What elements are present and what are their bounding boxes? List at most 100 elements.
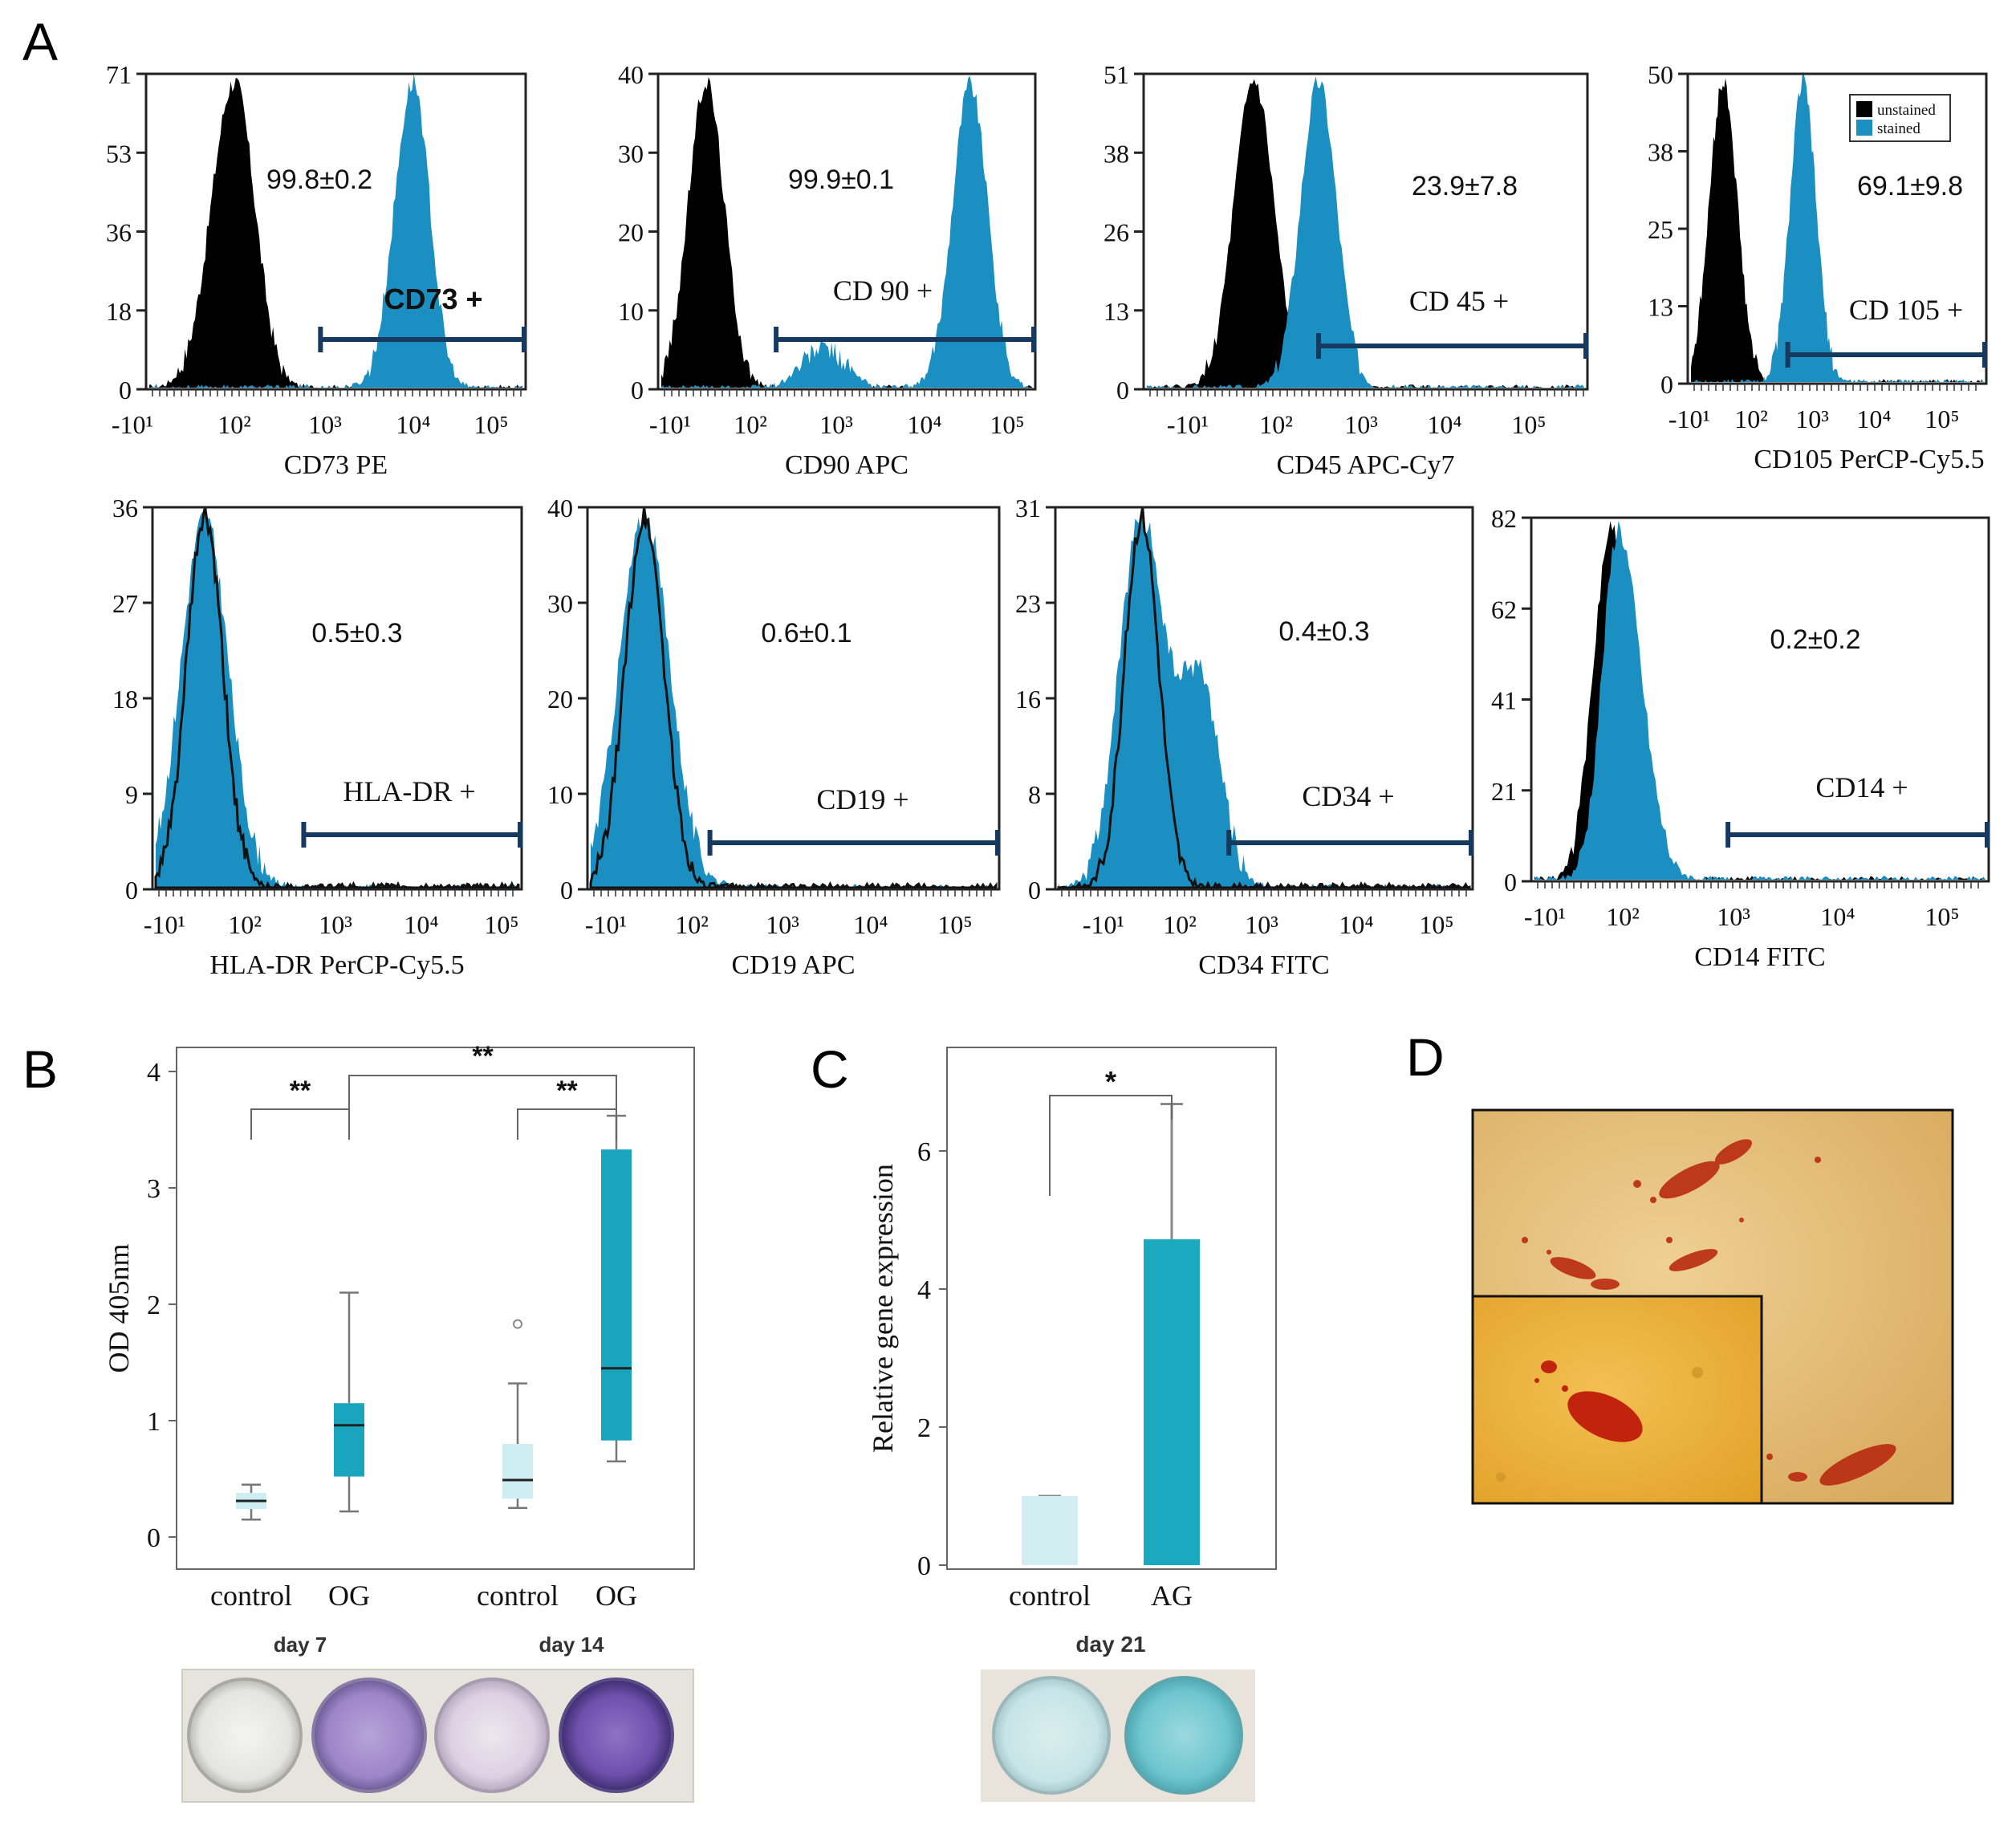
box-2: OG [328, 1291, 370, 1612]
y-tick-label: 31 [1015, 494, 1041, 523]
gate-label: CD14 + [1815, 771, 1908, 803]
flow-histogram-5: 36 27 18 9 0-10¹ 10² 10³ 10⁴ 10⁵ HLA-DR PerCP-Cy5… [112, 494, 523, 980]
box-iqr [334, 1403, 364, 1477]
x-axis-label: CD19 APC [732, 950, 856, 980]
gate-label: CD 45 + [1409, 285, 1509, 317]
x-tick-label: 10⁴ [404, 910, 438, 939]
significance-bracket: * [1049, 1065, 1173, 1196]
y-tick-label: 0 [1660, 370, 1673, 399]
x-tick-label: -10¹ [1083, 910, 1124, 939]
y-tick-label: 16 [1015, 685, 1041, 714]
y-tick-label: 30 [547, 589, 573, 618]
bar-AG: AG [1144, 1103, 1200, 1612]
bar-rect [1144, 1239, 1200, 1565]
y-tick-label: 6 [917, 1137, 931, 1167]
bar-rect [1022, 1496, 1078, 1565]
stained-histogram [591, 517, 996, 888]
y-tick-label: 41 [1491, 686, 1517, 715]
x-tick-label: 10² [1734, 405, 1768, 433]
box-outlier [513, 1319, 522, 1329]
y-tick-label: 18 [106, 297, 132, 326]
plot-frame [176, 1047, 695, 1570]
x-tick-label: 10⁵ [990, 410, 1024, 439]
y-axis-label: OD 405nm [103, 1244, 135, 1373]
bracket-line [1049, 1095, 1173, 1196]
panel-label-d: D [1406, 1027, 1445, 1087]
plot-frame [1142, 72, 1589, 391]
y-tick-label: 36 [106, 218, 132, 247]
gate-label: HLA-DR + [343, 775, 475, 807]
x-tick-label: 10⁵ [1511, 410, 1546, 439]
unstained-outline [154, 506, 520, 891]
y-tick-label: 13 [1648, 293, 1673, 322]
x-tick-label: 10⁵ [937, 910, 972, 939]
unstained-histogram [1691, 78, 1983, 382]
y-tick-label: 0 [631, 376, 644, 405]
unstained-histogram [1147, 79, 1584, 388]
y-tick-label: 71 [106, 60, 132, 89]
x-tick-label: 10⁴ [1820, 902, 1855, 931]
x-tick-label: 10⁴ [1339, 910, 1373, 939]
x-axis-label: HLA-DR PerCP-Cy5.5 [209, 950, 464, 980]
y-tick-label: 3 [147, 1174, 161, 1204]
panel-label-a: A [22, 12, 58, 71]
x-tick-label: 10² [734, 410, 767, 439]
x-tick-label: 10³ [308, 410, 342, 439]
box-iqr [601, 1149, 632, 1441]
flow-histogram-8: 82 62 41 21 0-10¹ 10² 10³ 10⁴ 10⁵ CD14 FITC 0.2±0.… [1491, 504, 1990, 972]
x-tick-label: 10⁵ [484, 910, 518, 939]
percent-positive: 0.5±0.3 [311, 618, 402, 649]
y-tick-label: 10 [547, 780, 573, 809]
stained-histogram [149, 73, 522, 388]
y-tick-label: 4 [147, 1058, 161, 1088]
x-tick-label: 10³ [819, 410, 853, 439]
flow-histogram-1: 71 53 36 18 0 -10¹ 10² 10³ 10⁴ 10⁵ CD73 PE 99.8±0.2… [106, 60, 527, 480]
legend-label-stained: stained [1877, 120, 1920, 137]
panel-b-well-photo [181, 1669, 694, 1803]
y-tick-label: 27 [112, 589, 138, 618]
percent-positive: 0.2±0.2 [1770, 624, 1860, 655]
y-tick-label: 36 [112, 494, 138, 523]
x-axis-label: CD14 FITC [1694, 942, 1825, 972]
gate-label: CD34 + [1302, 780, 1394, 812]
well-ag-day21 [1124, 1676, 1243, 1795]
gate-label: CD 105 + [1849, 294, 1963, 326]
y-tick-label: 23 [1015, 589, 1041, 618]
flow-histogram-3: 51 38 26 13 0 -10¹ 10² 10³ 10⁴ 10⁵ CD45 APC-Cy7 23.… [1104, 60, 1589, 480]
flow-histogram-2: 40 30 20 10 0-10¹ 10² 10³ 10⁴ 10⁵ CD90 APC 99.9±0.… [618, 60, 1037, 480]
y-tick-label: 2 [147, 1291, 161, 1320]
y-tick-label: 0 [125, 876, 138, 905]
box-4: OG [595, 1114, 637, 1612]
well-og-day7 [311, 1677, 427, 1793]
x-axis-label: CD73 PE [284, 450, 388, 480]
gate-label: CD 90 + [833, 274, 933, 307]
gate-label: CD19 + [816, 783, 908, 815]
y-tick-label: 21 [1491, 777, 1517, 806]
group-label: day 14 [539, 1633, 604, 1657]
x-category-label: OG [595, 1580, 637, 1612]
gate-label: CD73 + [384, 283, 482, 315]
x-tick-label: 10³ [1795, 405, 1829, 433]
percent-positive: 0.6±0.1 [761, 618, 852, 649]
percent-positive: 23.9±7.8 [1412, 171, 1518, 201]
y-tick-label: 0 [560, 876, 573, 905]
x-tick-label: -10¹ [649, 410, 691, 439]
x-category-label: AG [1151, 1580, 1193, 1612]
x-tick-label: 10⁵ [1925, 902, 1959, 931]
legend-swatch-stained [1856, 120, 1872, 136]
y-tick-label: 13 [1104, 297, 1129, 326]
significance-bracket: ** [348, 1041, 617, 1140]
y-tick-label: 40 [618, 60, 644, 89]
x-tick-label: -10¹ [1668, 405, 1710, 433]
y-tick-label: 2 [917, 1413, 931, 1443]
unstained-outline [1057, 506, 1471, 891]
flow-histogram-4: 50 38 25 13 0 -10¹ 10² 10³ 10⁴ 10⁵ CD105 PerCP-Cy5… [1648, 60, 1988, 474]
percent-positive: 0.4±0.3 [1278, 616, 1369, 647]
well-control-day14 [434, 1677, 550, 1793]
x-axis-label: CD105 PerCP-Cy5.5 [1754, 445, 1984, 474]
y-tick-label: 25 [1648, 215, 1673, 244]
x-tick-label: 10³ [1245, 910, 1278, 939]
y-tick-label: 9 [125, 780, 138, 809]
